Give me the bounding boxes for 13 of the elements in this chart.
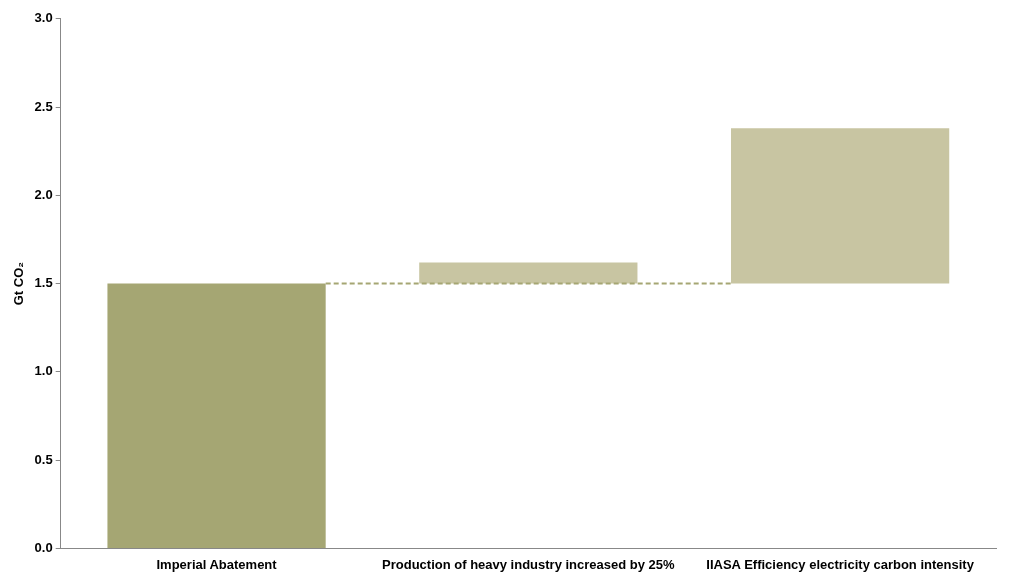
bar (730, 128, 950, 284)
y-tick-label: 0.5 (34, 451, 53, 467)
y-tick-label: 1.5 (34, 275, 53, 291)
x-tick-label: Imperial Abatement (156, 556, 278, 572)
x-tick-label: Production of heavy industry increased by 25% (382, 556, 676, 572)
y-tick-label: 2.5 (34, 98, 53, 114)
y-tick-label: 2.0 (34, 186, 53, 202)
y-tick-label: 3.0 (34, 10, 53, 26)
y-tick-label: 0.0 (34, 539, 53, 555)
y-tick-label: 1.0 (34, 363, 53, 379)
y-axis-title: Gt CO₂ (11, 261, 27, 306)
bar (419, 262, 638, 284)
x-tick-label: IIASA Efficiency electricity carbon intensity (706, 556, 975, 572)
